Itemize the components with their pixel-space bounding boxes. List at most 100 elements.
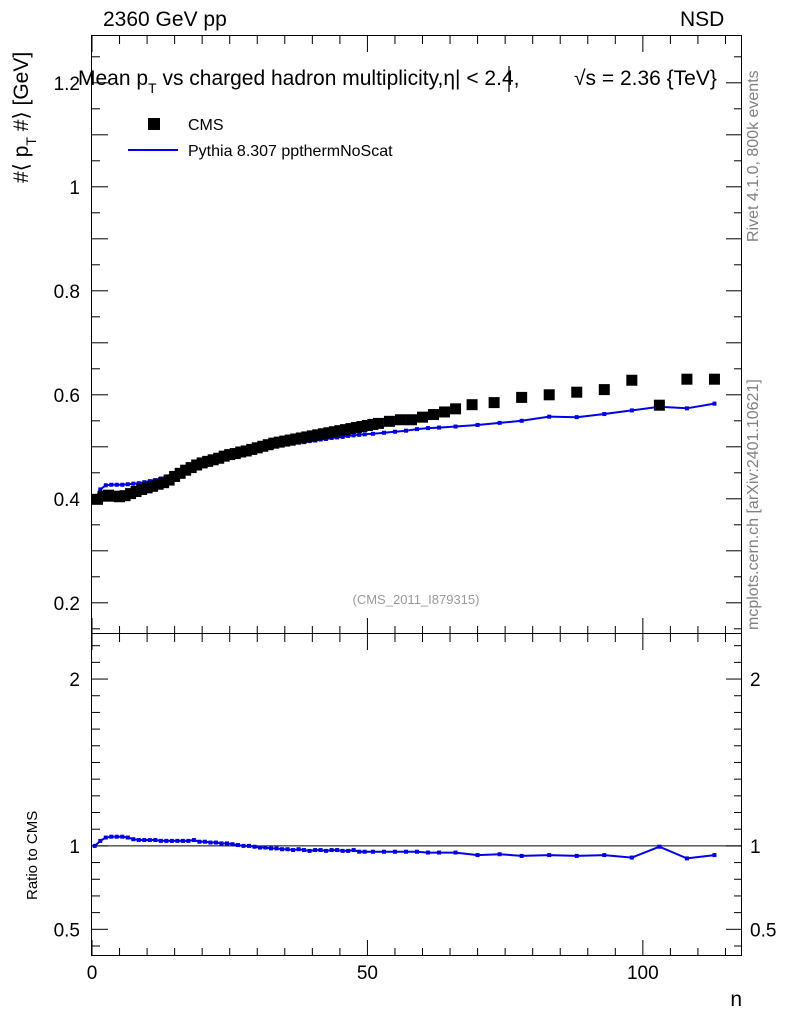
cms-data-point [273, 436, 285, 448]
mc-point [437, 425, 442, 430]
header-left: 2360 GeV pp [103, 8, 227, 31]
mc-point [602, 412, 607, 417]
x-tick-label: 50 [357, 963, 378, 984]
ratio-point [186, 838, 191, 843]
ratio-point [497, 852, 502, 857]
ratio-y-tick-label-right: 0.5 [750, 920, 776, 941]
cms-data-point [571, 386, 583, 398]
cms-data-point [279, 435, 291, 447]
cms-data-point [301, 431, 313, 443]
ratio-y-tick-label: 2 [69, 670, 80, 691]
ratio-point [547, 853, 552, 858]
cms-data-point [130, 486, 142, 498]
mc-point [426, 426, 431, 431]
ratio-point [285, 847, 290, 852]
legend-label-cms: CMS [188, 117, 224, 134]
ratio-point [291, 848, 296, 853]
ratio-point [136, 838, 141, 843]
mc-point [415, 427, 419, 432]
ratio-point [403, 849, 408, 854]
mc-point [340, 434, 345, 439]
ratio-y-tick-label-right: 2 [750, 670, 761, 691]
ratio-point [324, 848, 329, 853]
ratio-point [302, 848, 307, 853]
cms-data-point [290, 433, 302, 445]
legend-label-pythia: Pythia 8.307 ppthermNoScat [188, 143, 393, 160]
mc-point [547, 414, 552, 419]
mc-point [120, 482, 125, 487]
ratio-point [602, 853, 607, 858]
x-tick-label: 100 [627, 963, 659, 984]
ratio-point [98, 838, 103, 843]
mc-point [103, 483, 108, 488]
cms-data-point [488, 397, 500, 409]
ratio-point [574, 853, 579, 858]
cms-data-point [147, 480, 159, 492]
ratio-point [313, 848, 318, 853]
mc-point [629, 408, 634, 413]
mc-point [381, 430, 386, 435]
cms-data-point [163, 474, 175, 486]
cms-data-point [383, 415, 395, 427]
cms-data-point [295, 432, 307, 444]
tick-labels: 0 50 100 0.2 0.4 0.6 0.8 1 1.2 0.5 0.5 1 1 2 2 [54, 74, 777, 984]
ratio-point [475, 853, 480, 858]
ratio-point [120, 834, 125, 839]
cms-data-point [246, 443, 258, 455]
ratio-point [269, 846, 274, 851]
cms-data-point [97, 490, 109, 502]
header-right: NSD [680, 8, 725, 31]
ratio-point [370, 849, 375, 854]
cms-data-point [466, 399, 478, 411]
cms-data-point [428, 409, 440, 421]
x-axis-label: n [730, 988, 742, 1011]
mc-point [131, 481, 136, 486]
mc-point [684, 406, 689, 411]
mc-point [574, 415, 579, 420]
mc-point [136, 481, 141, 486]
cms-data-point [516, 391, 528, 403]
cms-data-point [405, 414, 417, 426]
ratio-point [125, 835, 130, 840]
cms-data-point [626, 374, 638, 386]
ratio-point [169, 838, 174, 843]
ratio-y-tick-label-right: 1 [750, 837, 761, 858]
mc-point [453, 424, 458, 429]
cms-data-point [306, 430, 318, 442]
mc-point [125, 482, 130, 487]
ratio-point [230, 842, 235, 847]
ratio-point [280, 847, 285, 852]
cms-data-point [653, 399, 665, 411]
ratio-point [180, 838, 185, 843]
ratio-y-tick-label: 1 [69, 837, 80, 858]
cms-data-point [185, 462, 197, 474]
cms-data-point [394, 414, 406, 426]
ratio-point [346, 848, 351, 853]
ratio-point [235, 843, 240, 848]
y-tick-label: 0.2 [54, 594, 80, 615]
ratio-point [252, 844, 257, 849]
ratio-point [415, 849, 419, 854]
y-tick-label: 0.4 [54, 490, 81, 511]
mc-point [357, 432, 362, 437]
ratio-point [246, 843, 251, 848]
y-tick-label: 0.8 [54, 282, 80, 303]
chart-title-tail: √s = 2.36 {TeV} [574, 67, 717, 90]
cms-data-point [334, 425, 346, 437]
ratio-point [103, 835, 108, 840]
ratio-point [131, 837, 136, 842]
cms-data-point [152, 478, 164, 490]
mc-point [346, 433, 351, 438]
mc-point [475, 422, 480, 427]
cms-data-point [543, 389, 555, 401]
mc-point [114, 482, 119, 487]
ratio-point [453, 850, 458, 855]
cms-data-point [119, 490, 131, 502]
ratio-point [164, 838, 169, 843]
cms-data-point [207, 454, 219, 466]
cms-data-point [169, 470, 181, 482]
x-tick-label: 0 [87, 963, 98, 984]
mc-point [712, 401, 717, 406]
ratio-point [241, 843, 246, 848]
ratio-y-axis-label: Ratio to CMS [24, 811, 41, 900]
